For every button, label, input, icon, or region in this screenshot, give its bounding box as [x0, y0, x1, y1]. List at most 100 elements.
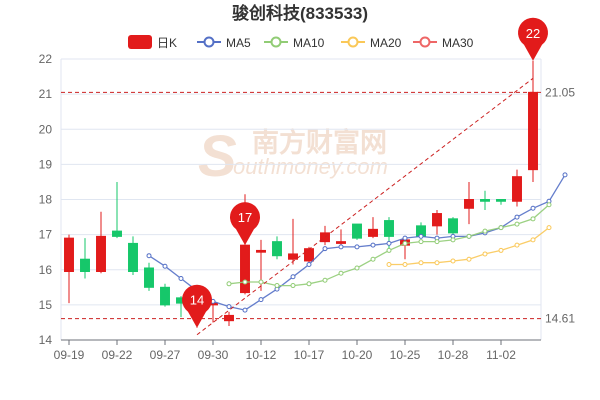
ma10-point — [498, 225, 504, 231]
candle — [96, 211, 106, 274]
candle-body — [240, 244, 250, 294]
legend-label: MA20 — [370, 36, 402, 50]
y-tick-label: 14 — [39, 333, 53, 347]
candle — [352, 223, 362, 240]
ma5-point — [514, 214, 520, 220]
ma20-point — [434, 260, 440, 266]
candle-body — [144, 267, 154, 288]
ma5-point — [322, 246, 328, 252]
ma5-point — [562, 172, 568, 178]
marker-pin: 17 — [230, 202, 260, 246]
legend[interactable]: 日K MA5 MA10 MA20 MA30 — [128, 35, 474, 50]
ma10-point — [450, 237, 456, 243]
candle-body — [256, 249, 266, 253]
candle-body — [384, 220, 394, 237]
ma20-point — [514, 242, 520, 248]
candle — [160, 283, 170, 307]
candle-body — [64, 237, 74, 273]
candle-body — [464, 199, 474, 209]
legend-line-dot — [419, 36, 431, 48]
ma5-point — [402, 235, 408, 241]
marker-pin-shape — [518, 17, 548, 61]
grid — [60, 58, 542, 341]
candle-body — [336, 241, 346, 244]
y-axis: 14 15 16 17 18 19 20 21 22 — [39, 52, 53, 347]
candle — [464, 181, 474, 225]
candle-body — [480, 199, 490, 202]
candle-body — [112, 230, 122, 237]
x-tick-label: 09-22 — [102, 348, 133, 362]
marker-pin-shape — [230, 202, 260, 246]
ma10-point — [354, 265, 360, 271]
candle — [480, 190, 490, 211]
x-tick-label: 11-02 — [486, 348, 516, 362]
ma10-point — [402, 240, 408, 246]
x-tick-label: 10-28 — [438, 348, 469, 362]
legend-label: MA30 — [442, 36, 474, 50]
candle-body — [512, 176, 522, 202]
candle — [432, 210, 442, 235]
legend-item-ma10[interactable]: MA10 — [264, 36, 325, 50]
ma10-point — [482, 228, 488, 234]
ma10-point — [546, 202, 552, 208]
ma5-point — [146, 253, 152, 259]
ma10-point — [418, 239, 424, 245]
y-tick-label: 21 — [39, 87, 53, 101]
candle — [144, 262, 154, 291]
x-tick-label: 10-12 — [246, 348, 277, 362]
marker-pin-label: 14 — [190, 293, 204, 308]
ma5-series — [146, 172, 568, 313]
ma5-point — [306, 261, 312, 267]
legend-item-ma30[interactable]: MA30 — [413, 36, 474, 50]
ma10-point — [530, 216, 536, 222]
ma5-point — [226, 304, 232, 310]
ma20-point — [450, 258, 456, 264]
chart-title: 骏创科技(833533) — [232, 3, 368, 23]
markers: 17 14 22 — [182, 17, 548, 328]
legend-item-ma20[interactable]: MA20 — [341, 36, 402, 50]
candle — [496, 199, 506, 205]
candle-body — [224, 314, 234, 322]
candle — [320, 225, 330, 246]
watermark-letter: S — [198, 124, 237, 189]
trendline-segment — [196, 77, 534, 336]
legend-item-ma5[interactable]: MA5 — [197, 36, 251, 50]
ma10-point — [258, 279, 264, 285]
ma10-point — [466, 233, 472, 239]
candle — [528, 60, 538, 182]
x-tick-label: 10-17 — [294, 348, 325, 362]
ma10-point — [306, 281, 312, 287]
legend-line-dot — [347, 36, 359, 48]
ma5-point — [370, 242, 376, 248]
trendline — [196, 77, 534, 336]
ma20-point — [466, 256, 472, 262]
watermark-main: 南方财富网 — [252, 127, 387, 158]
ma20-point — [546, 225, 552, 231]
ma5-point — [162, 263, 168, 269]
legend-label: MA5 — [226, 36, 251, 50]
candle-body — [320, 232, 330, 243]
candle — [64, 234, 74, 304]
reference-lines: 21.05 14.61 — [61, 85, 575, 326]
x-tick-label: 10-25 — [390, 348, 421, 362]
candle — [112, 181, 122, 239]
ma20-point — [402, 261, 408, 267]
marker-pin-shape — [182, 284, 212, 328]
ma5-point — [178, 276, 184, 282]
candle-body — [432, 213, 442, 227]
candle-body — [368, 228, 378, 237]
ma20-point — [386, 261, 392, 267]
ma10-point — [226, 281, 232, 287]
y-tick-label: 22 — [39, 52, 53, 66]
candle-body — [448, 218, 458, 234]
legend-label: 日K — [157, 36, 177, 50]
candle-body — [128, 242, 138, 273]
ma10-point — [386, 247, 392, 253]
candle — [128, 236, 138, 276]
legend-item-日k[interactable]: 日K — [128, 35, 177, 50]
x-tick-label: 10-20 — [342, 348, 373, 362]
candle-body — [288, 253, 298, 260]
ma10-point — [338, 270, 344, 276]
